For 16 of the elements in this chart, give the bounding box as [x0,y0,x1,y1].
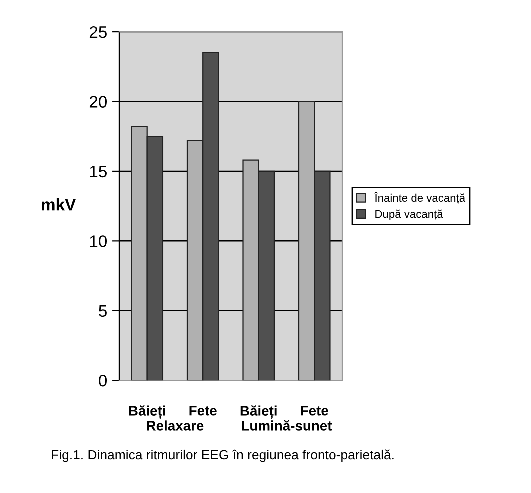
y-axis-title: mkV [42,198,76,211]
y-tick-label: 5 [99,305,107,318]
x-tick-label: Băieți [240,406,277,420]
text: Lumină-sunet [242,420,332,431]
y-tick-label: 15 [90,166,107,178]
caption: Fig.1. Dinamica ritmurilor EEG în regiunea fronto-parietală. [52,450,394,462]
text: Relaxare [147,420,204,431]
y-tick-label: 25 [90,26,107,38]
y-tick-label: 20 [90,96,108,108]
legend-label: Înainte de vacanță [374,192,466,204]
y-tick-label: 0 [99,374,108,387]
legend-label: După vacanță [376,210,444,220]
x-tick-label: Băieți [129,406,166,420]
x-tick-label: Fete [190,406,217,416]
y-tick-label: 10 [90,236,108,248]
x-tick-label: Fete [301,406,328,416]
